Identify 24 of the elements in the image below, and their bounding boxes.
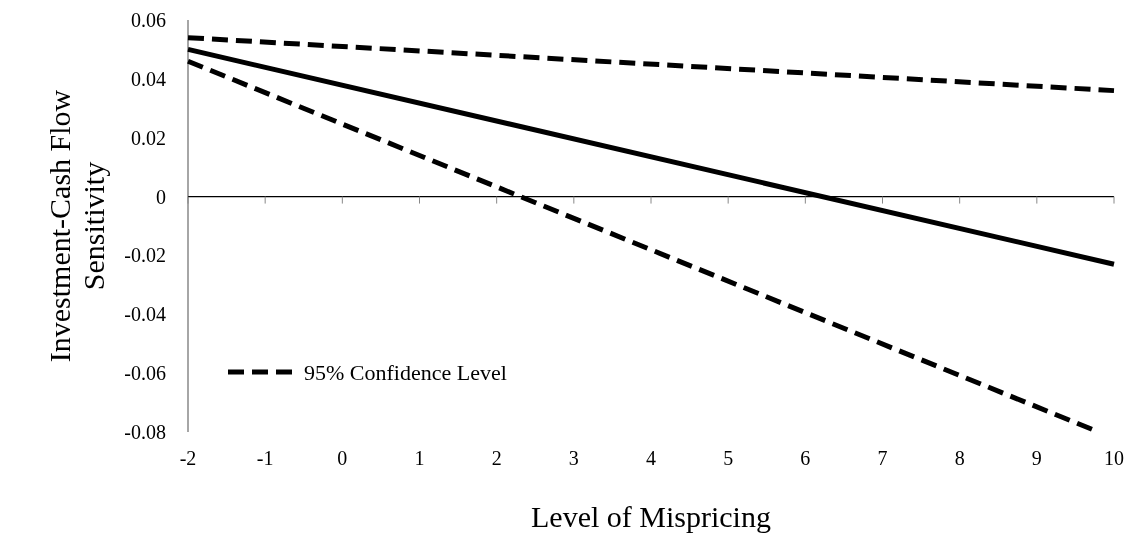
y-axis-title: Investment-Cash Flow Sensitivity [43, 89, 110, 363]
y-tick-label: -0.06 [124, 362, 166, 385]
x-tick-label: 2 [491, 447, 502, 469]
x-tick-label: 8 [954, 447, 965, 469]
x-tick-label: -2 [179, 447, 197, 469]
x-tick-label: -1 [256, 447, 274, 469]
y-tick-label: -0.02 [124, 244, 166, 267]
y-tick-label: -0.04 [124, 303, 166, 326]
x-tick-label: 6 [800, 447, 811, 469]
y-tick-label: 0.02 [131, 126, 166, 149]
x-tick-label: 5 [723, 447, 734, 469]
x-tick-label: 1 [414, 447, 425, 469]
y-tick-label: 0.06 [131, 9, 166, 31]
x-tick-label: 3 [568, 447, 579, 469]
y-tick-label: 0.04 [131, 67, 166, 90]
x-tick-label: 4 [646, 447, 656, 469]
y-tick-label: -0.08 [124, 421, 166, 443]
legend-label: 95% Confidence Level [304, 359, 507, 385]
x-tick-label: 10 [1104, 447, 1124, 469]
x-axis-title: Level of Mispricing [531, 500, 771, 533]
x-tick-label: 0 [337, 447, 348, 469]
x-tick-label: 9 [1031, 447, 1042, 469]
y-tick-label: 0 [156, 185, 166, 208]
x-tick-label: 7 [877, 447, 888, 469]
